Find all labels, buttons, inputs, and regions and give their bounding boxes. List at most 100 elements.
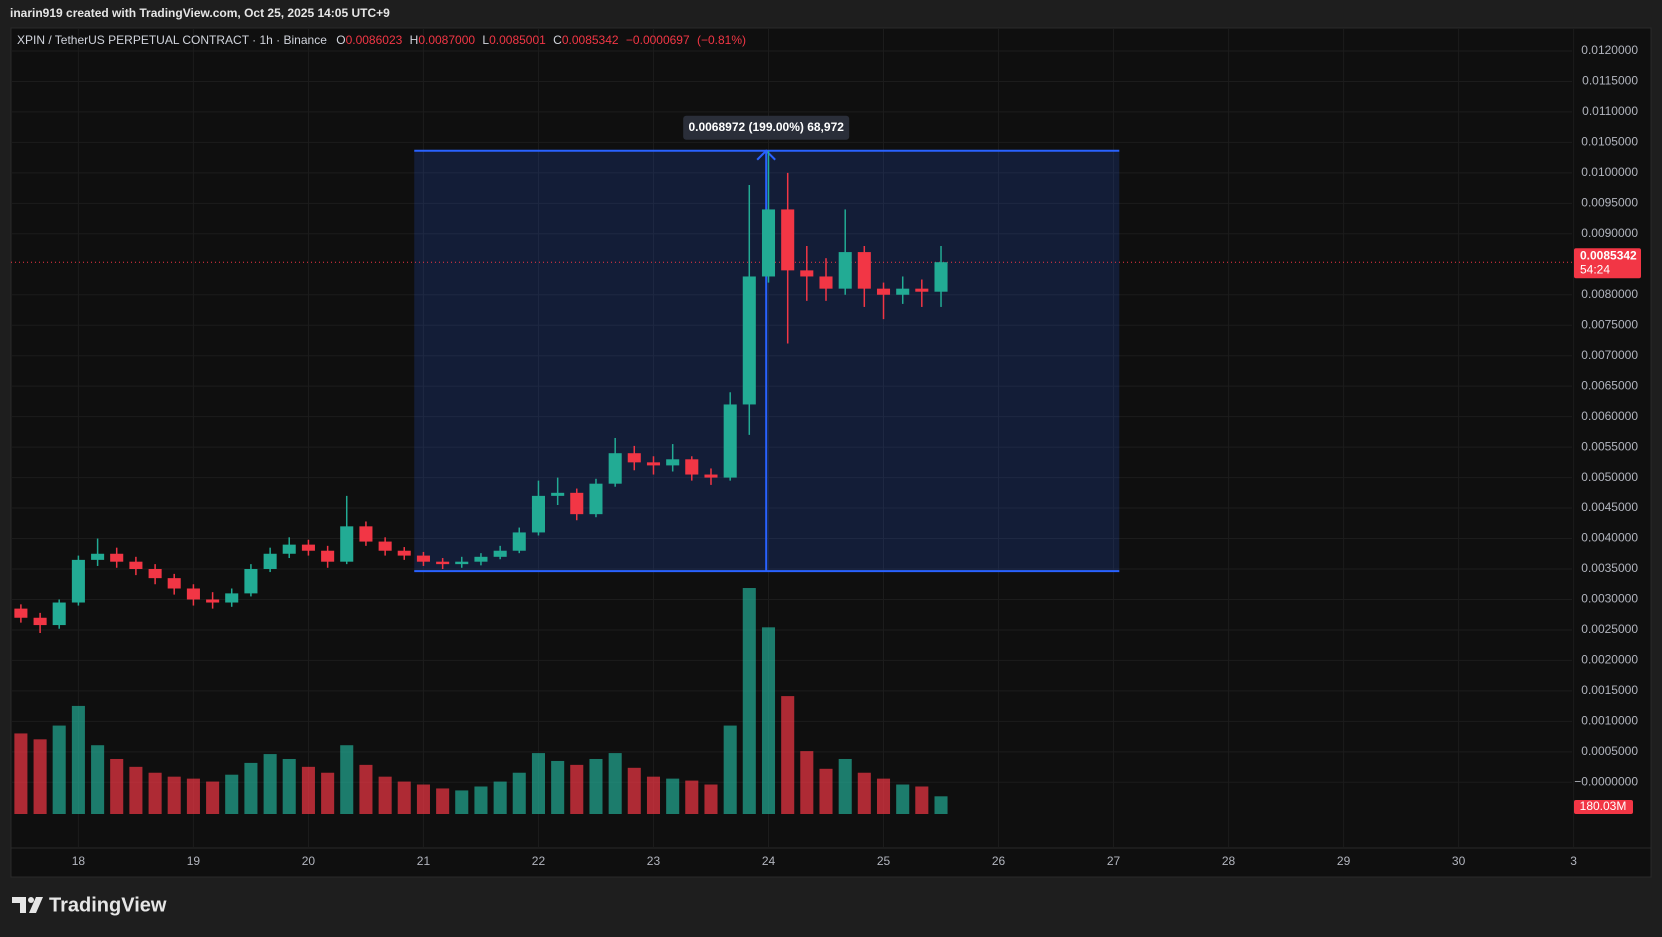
x-tick-label: 19 [187, 854, 201, 868]
symbol-title: XPIN / TetherUS PERPETUAL CONTRACT · 1h … [17, 33, 327, 47]
volume-bar [627, 767, 641, 814]
candle-body [934, 262, 948, 292]
candle-body [244, 569, 258, 594]
volume-bar [761, 627, 776, 814]
countdown: 54:24 [1580, 262, 1610, 276]
y-tick-label: 0.0060000 [1581, 409, 1638, 423]
candle-body [819, 276, 833, 289]
y-tick-label: 0.0015000 [1581, 683, 1638, 697]
candle-body [876, 288, 891, 295]
volume-bar [646, 776, 661, 814]
axes-layer: 0.0120000 0.0115000 0.0110000 0.0105000 0.01… [72, 43, 1641, 868]
volume-bar [186, 778, 200, 814]
volume-tag-label: 180.03M [1580, 799, 1627, 813]
y-tick-label: 0.0120000 [1581, 43, 1638, 57]
x-tick-label: 22 [532, 854, 546, 868]
volume-bar [397, 781, 411, 814]
candle-body [263, 553, 277, 570]
x-tick-label: 27 [1107, 854, 1121, 868]
measure-arrowhead [756, 149, 776, 161]
volume-bar [340, 745, 354, 814]
volume-bar [225, 774, 239, 814]
candle-body [589, 483, 603, 515]
candle-body [52, 602, 66, 626]
y-tick-label: 0.0045000 [1581, 500, 1638, 514]
x-tick-label: 3 [1570, 854, 1577, 868]
x-tick-label: 28 [1222, 854, 1236, 868]
logo-mark [12, 897, 26, 913]
candle-body [397, 550, 411, 556]
candle-body [570, 492, 584, 515]
legend-key: L [482, 33, 489, 47]
volume-bar [129, 766, 143, 814]
volume-bar [321, 772, 335, 814]
y-tick-label: 0.0080000 [1581, 287, 1638, 301]
y-tick-label: 0.0065000 [1581, 378, 1638, 392]
volume-bar [570, 764, 584, 814]
candle-body [416, 555, 430, 562]
candle-body [493, 550, 507, 557]
legend-change: −0.0000697 [626, 33, 690, 47]
volume-bar [301, 766, 315, 814]
candle-body [378, 541, 392, 551]
volume-bar [416, 784, 430, 814]
candle-body [512, 532, 526, 551]
y-tick-label: 0.0100000 [1581, 165, 1638, 179]
volume-bar [915, 786, 929, 814]
y-tick-label: 0.0105000 [1581, 135, 1638, 149]
candle-body [474, 556, 488, 562]
legend-change-pct: (−0.81%) [697, 33, 746, 47]
volume-bar [704, 784, 718, 814]
candle-body [531, 495, 545, 533]
candle-body [666, 459, 680, 466]
measure-label-box [683, 115, 850, 140]
x-tick-label: 30 [1452, 854, 1466, 868]
volume-bar [436, 788, 450, 814]
brand-logo: TradingView [12, 894, 167, 916]
candle-body [321, 550, 335, 562]
candle-body [129, 561, 143, 570]
x-tick-label: 26 [992, 854, 1006, 868]
candle-body [71, 559, 85, 603]
volume-bar [934, 796, 948, 814]
volume-bar [819, 768, 833, 814]
candle-body [148, 569, 162, 579]
volume-bar [512, 772, 526, 814]
volume-bar [474, 786, 488, 814]
logo-dot [28, 897, 34, 903]
x-tick-label: 23 [647, 854, 661, 868]
candle-body [33, 617, 47, 626]
candle-body [110, 553, 124, 562]
y-tick-label: 0.0040000 [1581, 531, 1638, 545]
volume-bar [666, 778, 680, 814]
y-tick-label: 0.0050000 [1581, 470, 1638, 484]
legend-value: 0.0085001 [489, 33, 546, 47]
legend-value: 0.0085342 [562, 33, 619, 47]
volume-bar [91, 745, 105, 814]
x-tick-label: 21 [417, 854, 431, 868]
y-tick-label: 0.0025000 [1581, 622, 1638, 636]
candle-body [340, 526, 354, 562]
volume-bar [167, 776, 181, 814]
candle-body [301, 544, 315, 551]
volume-bar [800, 751, 814, 814]
volume-bar [493, 781, 507, 814]
candle-body [359, 526, 373, 542]
y-tick-label: 0.0020000 [1581, 653, 1638, 667]
candle-body [436, 561, 450, 565]
y-tick-label: 0.0110000 [1582, 104, 1638, 118]
volume-bar [33, 739, 47, 814]
legend-value: 0.0087000 [418, 33, 475, 47]
x-tick-label: 25 [877, 854, 891, 868]
candle-body [14, 608, 28, 618]
volume-bar [838, 758, 852, 814]
volume-bar [110, 758, 124, 814]
volume-bar [685, 780, 699, 814]
legend-key: C [553, 33, 562, 47]
candle-body [781, 209, 795, 271]
x-tick-label: 18 [72, 854, 86, 868]
y-tick-label: 0.0005000 [1581, 744, 1638, 758]
candle-body [627, 453, 641, 463]
candle-layer [14, 150, 948, 633]
volume-bar [589, 758, 603, 814]
